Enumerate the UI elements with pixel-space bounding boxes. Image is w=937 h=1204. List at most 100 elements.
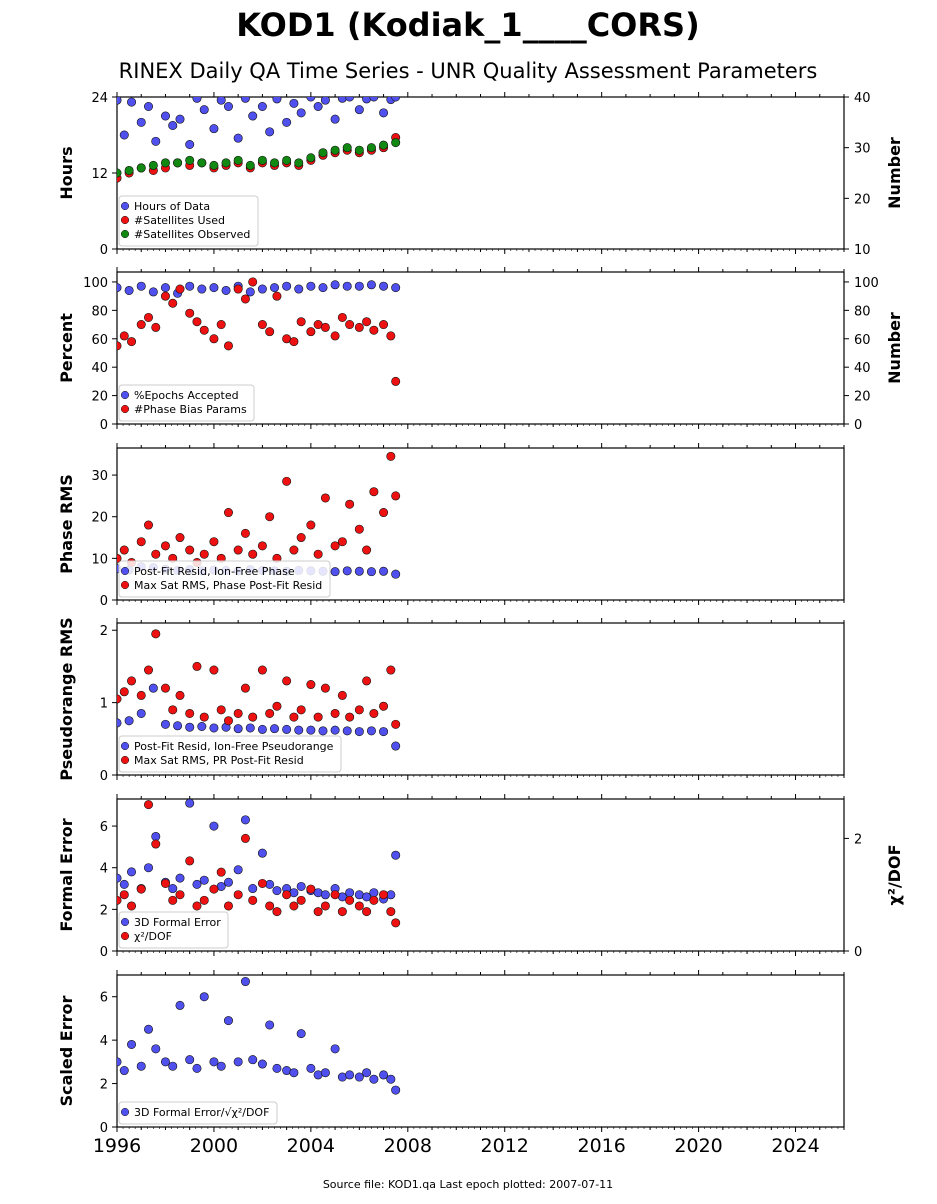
point-blue — [294, 725, 304, 735]
point-red — [160, 541, 170, 551]
point-red — [289, 712, 299, 722]
legend-entry: #Phase Bias Params — [134, 403, 247, 416]
y-axis-label: Hours — [57, 146, 76, 199]
point-red — [175, 890, 185, 900]
point-red — [168, 298, 178, 308]
point-blue — [362, 892, 372, 902]
point-blue — [354, 105, 364, 115]
point-blue — [175, 873, 185, 883]
point-blue — [366, 726, 376, 736]
point-red — [391, 918, 401, 928]
y-axis-label: Phase RMS — [57, 474, 76, 574]
point-blue — [362, 97, 372, 104]
legend-box — [118, 195, 259, 247]
legend-marker-blue — [120, 390, 130, 400]
chart-subtitle: RINEX Daily QA Time Series - UNR Quality… — [119, 59, 818, 83]
legend-marker-green — [120, 229, 130, 239]
x-tick-label: 2004 — [287, 1135, 335, 1157]
point-blue — [160, 719, 170, 729]
point-red — [209, 537, 219, 547]
point-green — [282, 155, 292, 165]
point-red — [185, 708, 195, 718]
y2-tick-label: 60 — [854, 333, 871, 348]
point-red — [313, 712, 323, 722]
point-red — [240, 833, 250, 843]
point-blue — [136, 1061, 146, 1071]
y-tick-label: 2 — [100, 903, 108, 918]
point-blue — [185, 722, 195, 732]
point-green — [233, 155, 243, 165]
point-red — [320, 493, 330, 503]
point-blue — [245, 287, 255, 297]
legend-entry: Max Sat RMS, Phase Post-Fit Resid — [134, 579, 322, 592]
panel-4: 0 1 2 Pseudorange RMS Post-Fit Resid, Ion-Fr… — [57, 617, 845, 784]
point-blue — [168, 884, 178, 894]
y-tick-label: 10 — [91, 552, 108, 567]
legend-marker-red — [120, 404, 130, 414]
point-blue — [391, 850, 401, 860]
y-tick-label: 20 — [91, 511, 108, 526]
legend-entry: #Satellites Used — [134, 214, 225, 227]
point-blue — [175, 114, 185, 124]
y2-tick-label: 20 — [854, 192, 871, 207]
point-blue — [240, 977, 250, 987]
y-axis-label: Formal Error — [57, 818, 76, 931]
point-blue — [117, 873, 122, 883]
y-tick-label: 30 — [91, 469, 108, 484]
point-red — [354, 524, 364, 534]
point-red — [379, 890, 389, 900]
point-blue — [119, 130, 129, 140]
point-green — [342, 143, 352, 153]
point-green — [173, 158, 183, 168]
point-green — [379, 140, 389, 150]
point-red — [117, 895, 122, 905]
point-blue — [117, 283, 122, 293]
point-green — [185, 155, 195, 165]
point-red — [306, 327, 316, 337]
point-blue — [369, 1074, 379, 1084]
point-green — [221, 158, 231, 168]
point-blue — [240, 815, 250, 825]
point-blue — [379, 727, 389, 737]
point-blue — [127, 97, 137, 107]
point-red — [119, 687, 129, 697]
point-blue — [265, 1020, 275, 1030]
legend-entry: Max Sat RMS, PR Post-Fit Resid — [134, 754, 304, 767]
y2-tick-label: 20 — [854, 390, 871, 405]
y2-tick-label: 30 — [854, 142, 871, 157]
point-blue — [354, 281, 364, 291]
point-blue — [345, 1070, 355, 1080]
point-red — [320, 901, 330, 911]
legend: Post-Fit Resid, Ion-Free PseudorangeMax … — [118, 735, 342, 773]
point-blue — [330, 725, 340, 735]
y-tick-label: 0 — [100, 1121, 108, 1136]
point-red — [369, 895, 379, 905]
point-red — [289, 901, 299, 911]
y-tick-label: 6 — [100, 991, 108, 1006]
legend-entry: 3D Formal Error — [134, 916, 221, 929]
point-red — [144, 665, 154, 675]
point-blue — [272, 886, 282, 896]
legend-entry: χ²/DOF — [134, 930, 172, 943]
point-blue — [379, 1070, 389, 1080]
point-red — [192, 901, 202, 911]
point-blue — [216, 1061, 226, 1071]
point-blue — [185, 799, 195, 808]
y2-tick-label: 40 — [854, 361, 871, 376]
y-tick-label: 0 — [100, 594, 108, 609]
point-blue — [282, 724, 292, 734]
point-red — [265, 327, 275, 337]
y-tick-label: 0 — [100, 945, 108, 960]
point-red — [160, 683, 170, 693]
point-blue — [117, 1057, 122, 1067]
point-blue — [257, 1059, 267, 1069]
legend-marker-blue — [120, 917, 130, 927]
y-tick-label: 4 — [100, 1034, 108, 1049]
point-red — [330, 890, 340, 900]
point-blue — [127, 867, 137, 877]
point-blue — [272, 97, 282, 104]
point-red — [320, 683, 330, 693]
point-red — [248, 712, 258, 722]
